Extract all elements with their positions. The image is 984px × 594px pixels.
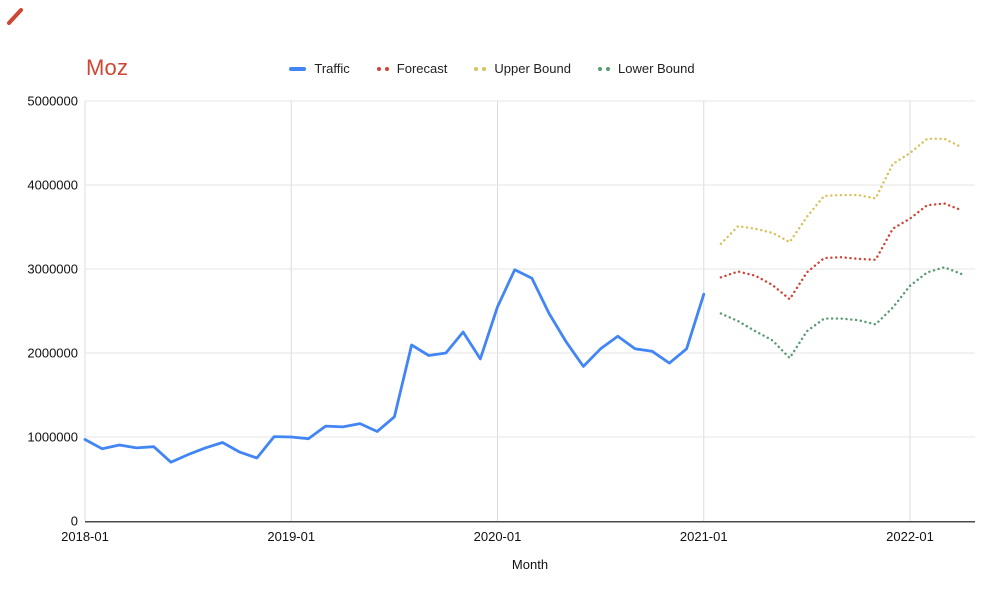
series-line-upper-bound — [719, 137, 963, 246]
y-axis-tick-label: 3000000 — [27, 262, 78, 277]
legend-item-traffic: Traffic — [289, 61, 350, 76]
legend-label: Lower Bound — [617, 61, 695, 76]
y-axis-tick-label: 5000000 — [27, 94, 78, 109]
y-axis-tick-label: 0 — [71, 514, 78, 529]
series-line-forecast — [719, 202, 963, 301]
legend-item-lower-bound: Lower Bound — [597, 61, 695, 76]
y-axis-tick-label: 4000000 — [27, 178, 78, 193]
x-axis-tick-label: 2019-01 — [267, 529, 315, 544]
legend-label: Forecast — [396, 61, 448, 76]
legend-item-forecast: Forecast — [376, 61, 448, 76]
legend-swatch-icon — [289, 66, 307, 71]
x-axis-title: Month — [511, 557, 549, 572]
legend-swatch-icon — [597, 66, 610, 71]
cropped-red-mark — [7, 8, 23, 25]
legend-item-upper-bound: Upper Bound — [474, 61, 571, 76]
legend-swatch-icon — [474, 66, 487, 71]
series-line-lower-bound — [719, 266, 963, 360]
y-axis-tick-label: 2000000 — [27, 346, 78, 361]
legend-swatch-icon — [376, 66, 389, 71]
x-axis-tick-label: 2020-01 — [474, 529, 522, 544]
x-axis-tick-label: 2022-01 — [886, 529, 934, 544]
legend: Traffic Forecast Upper Bound Lower Bound — [0, 61, 984, 76]
x-axis-tick-label: 2018-01 — [61, 529, 109, 544]
legend-label: Upper Bound — [494, 61, 571, 76]
x-axis-tick-label: 2021-01 — [680, 529, 728, 544]
y-axis-tick-label: 1000000 — [27, 430, 78, 445]
legend-label: Traffic — [314, 61, 350, 76]
series-line-traffic — [83, 268, 706, 464]
chart-title: Moz — [86, 55, 129, 80]
